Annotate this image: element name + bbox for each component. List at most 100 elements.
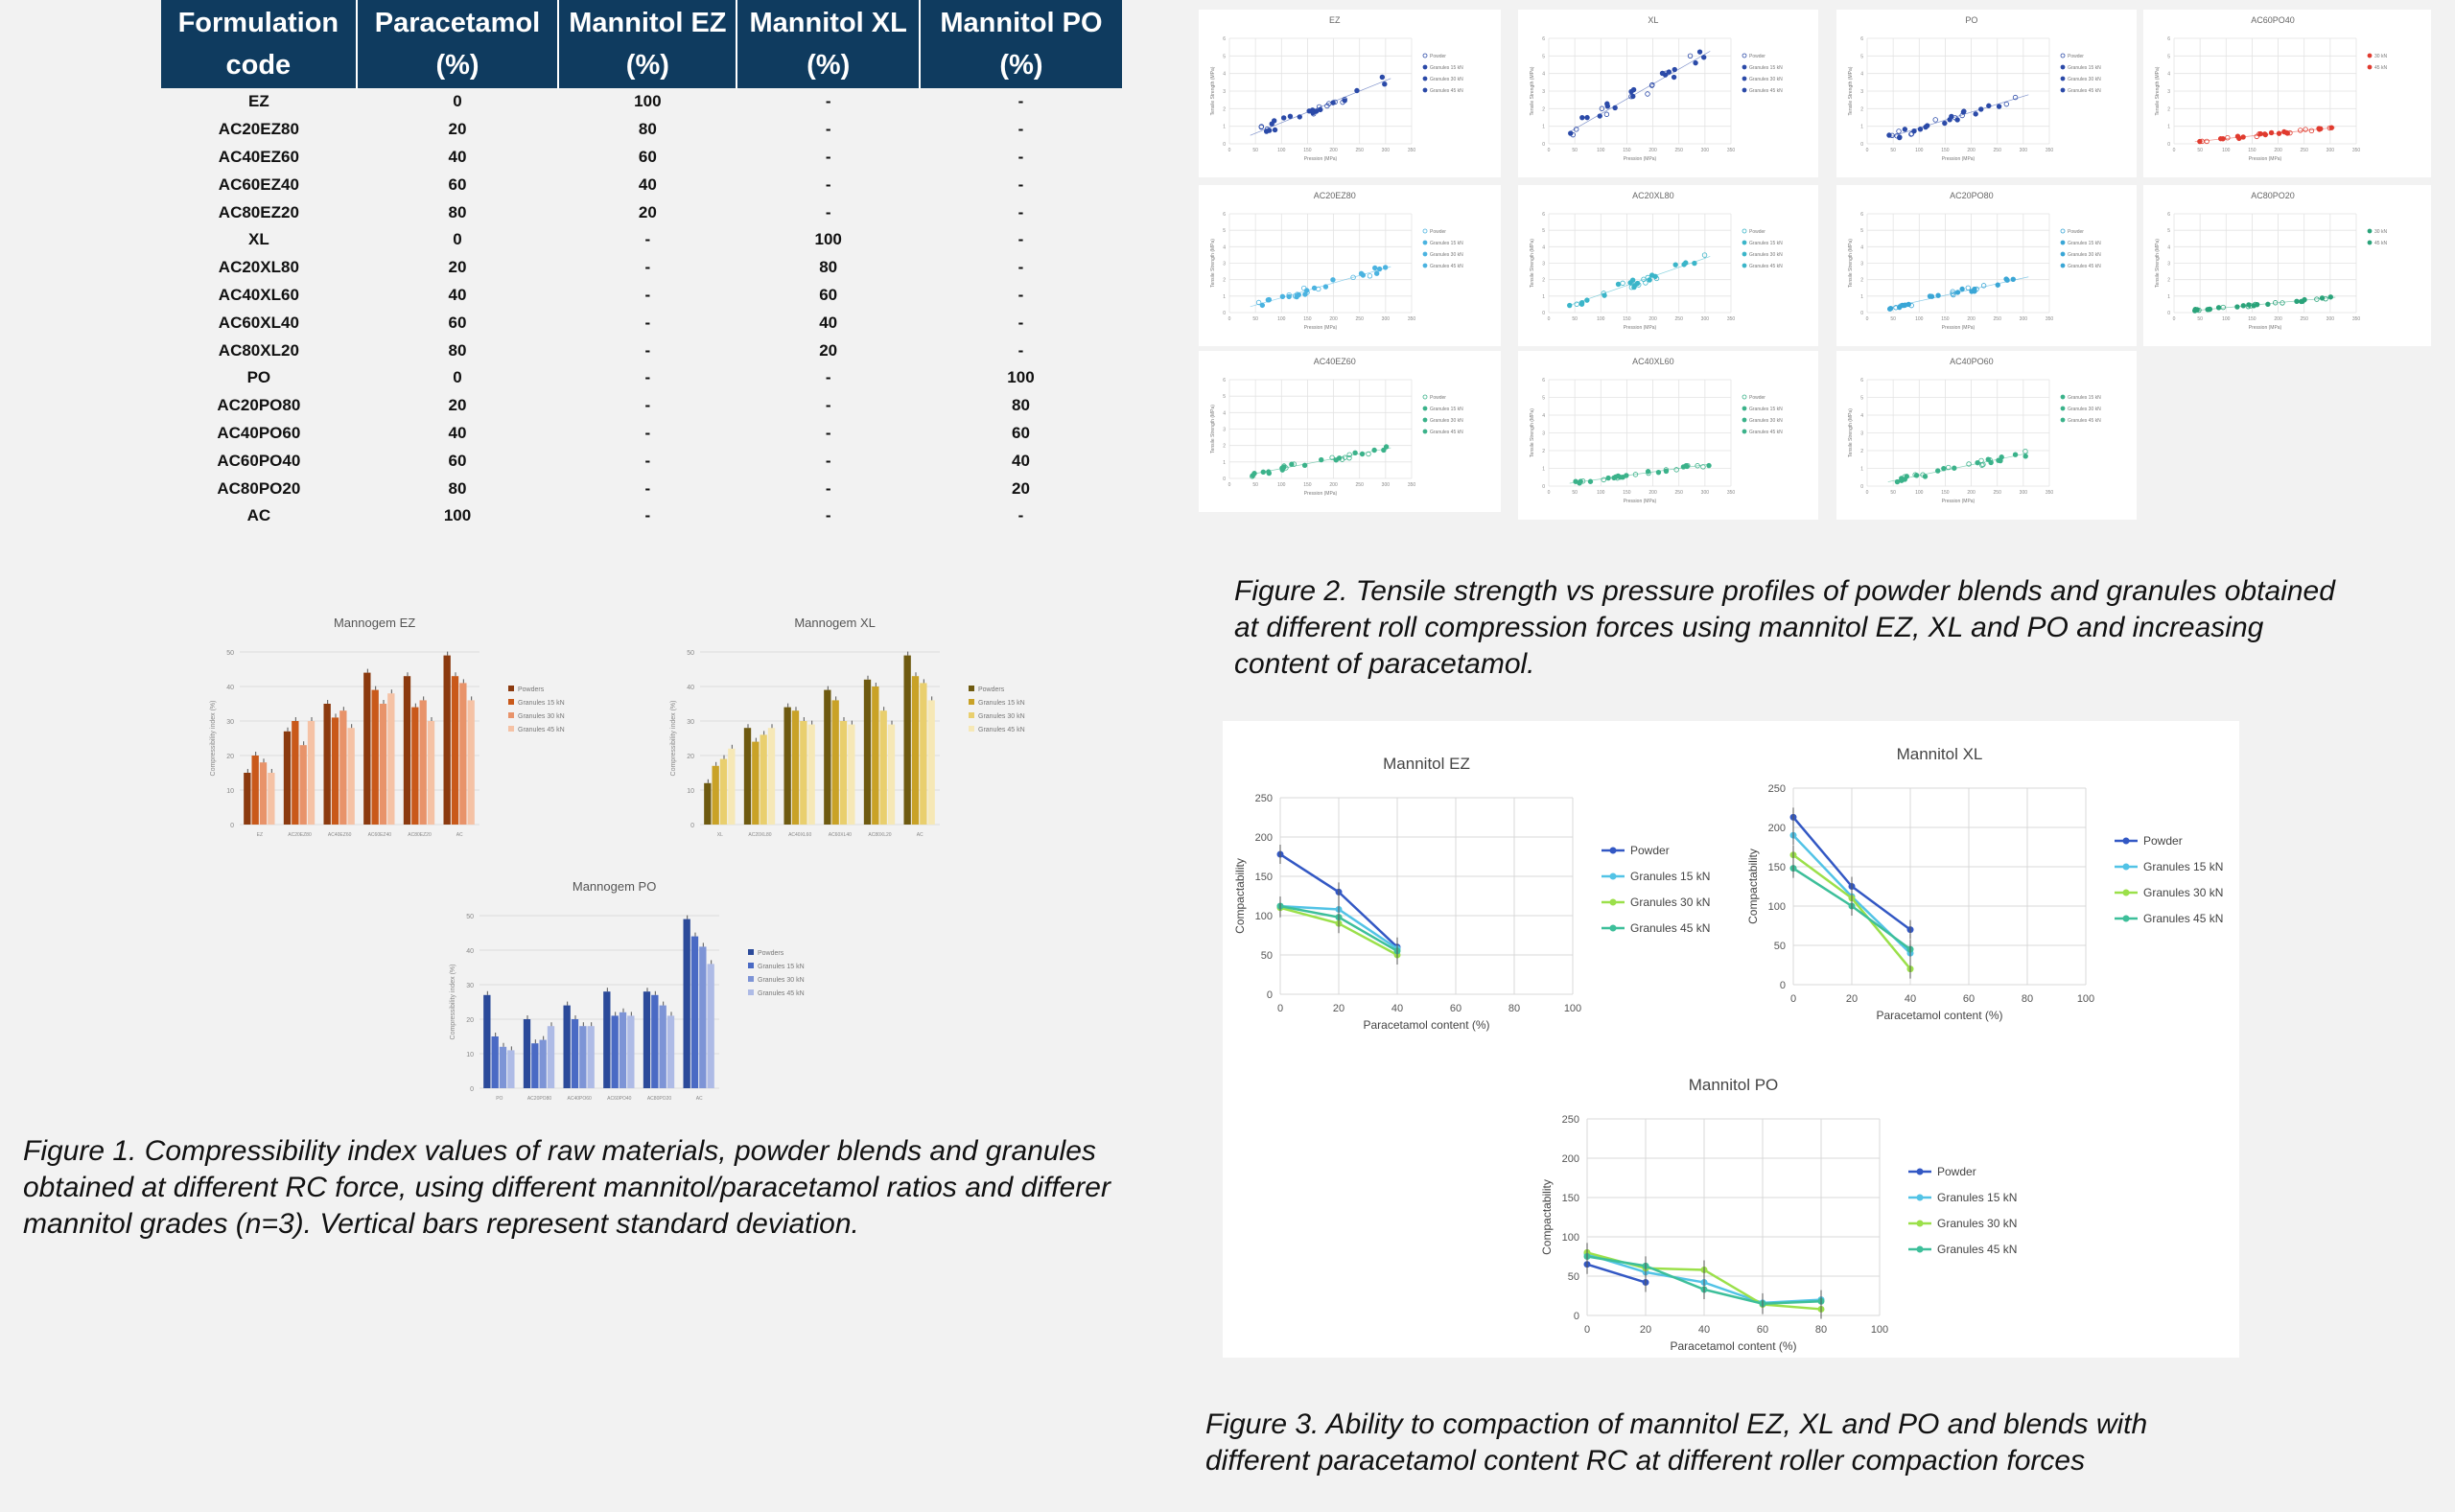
data-point bbox=[1350, 274, 1356, 281]
data-point bbox=[1653, 275, 1660, 282]
x-tick-label: AC40EZ60 bbox=[328, 832, 352, 838]
x-tick-label: 200 bbox=[1648, 148, 1657, 153]
legend-label: Granules 30 kN bbox=[2068, 77, 2101, 82]
legend-label: Granules 30 kN bbox=[758, 977, 805, 984]
x-tick-label: 0 bbox=[1790, 993, 1796, 1005]
table-cell: 80 bbox=[448, 340, 467, 360]
table-row: AC20EZ80 20 80 - - bbox=[161, 116, 1122, 144]
y-tick-label: 2 bbox=[1223, 444, 1226, 450]
data-point bbox=[1371, 447, 1377, 454]
table-cell: 60 bbox=[448, 174, 467, 194]
x-tick-label: 200 bbox=[1967, 148, 1976, 153]
trend-line bbox=[1569, 256, 1711, 306]
y-tick-label: 2 bbox=[2167, 278, 2170, 284]
x-tick-label: EZ bbox=[257, 832, 263, 838]
panel-title: Mannogem PO bbox=[573, 879, 656, 894]
legend-label: Granules 30 kN bbox=[2068, 407, 2101, 412]
data-point bbox=[1603, 111, 1610, 117]
legend-label: Granules 30 kN bbox=[1630, 896, 1710, 909]
panel-title: AC80PO20 bbox=[2251, 191, 2295, 200]
y-tick-label: 150 bbox=[1768, 862, 1786, 873]
legend-marker bbox=[1742, 417, 1747, 423]
y-tick-label: 4 bbox=[2167, 72, 2170, 78]
data-point bbox=[1333, 457, 1339, 463]
data-point bbox=[1647, 277, 1652, 283]
table-cell: - bbox=[1017, 340, 1024, 360]
x-tick-label: AC20EZ80 bbox=[288, 832, 312, 838]
data-point bbox=[1346, 452, 1352, 457]
table-cell: - bbox=[825, 174, 831, 194]
legend-label: Granules 15 kN bbox=[1430, 407, 1463, 412]
legend-label: Granules 45 kN bbox=[1749, 430, 1783, 435]
legend-marker bbox=[2060, 87, 2066, 93]
legend-marker bbox=[1422, 251, 1428, 257]
table-cell: 20 bbox=[448, 258, 467, 277]
legend-marker bbox=[1422, 228, 1428, 234]
legend-marker bbox=[2060, 76, 2066, 81]
x-tick-label: AC60XL40 bbox=[829, 832, 852, 838]
data-point bbox=[1269, 121, 1274, 127]
bar bbox=[292, 721, 299, 825]
legend-marker bbox=[1422, 394, 1428, 400]
legend-label: Granules 15 kN bbox=[1749, 407, 1783, 412]
data-point bbox=[2308, 128, 2315, 134]
legend-label: Granules 15 kN bbox=[1749, 241, 1783, 246]
x-tick-label: 100 bbox=[1597, 316, 1605, 322]
y-tick-label: 150 bbox=[1562, 1193, 1579, 1204]
legend-marker bbox=[2060, 240, 2066, 245]
bar bbox=[800, 721, 807, 825]
legend-marker bbox=[1742, 76, 1747, 81]
x-tick-label: 150 bbox=[2248, 148, 2256, 153]
x-tick-label: 0 bbox=[1866, 316, 1869, 322]
table-cell: - bbox=[825, 147, 831, 166]
x-tick-label: 250 bbox=[1994, 316, 2002, 322]
y-axis-label: Tensile Strength (MPa) bbox=[2155, 239, 2161, 288]
legend-label: Powder bbox=[1749, 395, 1765, 401]
panel-background bbox=[1199, 185, 1501, 346]
x-tick-label: 60 bbox=[1450, 1003, 1461, 1014]
y-tick-label: 50 bbox=[687, 650, 694, 657]
x-tick-label: 200 bbox=[1648, 490, 1657, 496]
y-tick-label: 3 bbox=[1542, 89, 1545, 95]
table-cell: 80 bbox=[819, 258, 838, 277]
table-cell: 100 bbox=[634, 92, 662, 111]
panel-background bbox=[1518, 10, 1818, 177]
y-tick-label: 6 bbox=[1542, 378, 1545, 384]
panel-title: XL bbox=[1648, 15, 1658, 25]
panel-background bbox=[1836, 10, 2137, 177]
legend-marker bbox=[1916, 1194, 1924, 1201]
bar bbox=[467, 700, 475, 825]
y-tick-label: 30 bbox=[687, 719, 694, 726]
table-cell: 100 bbox=[1007, 368, 1035, 387]
legend-label: Granules 45 kN bbox=[2143, 912, 2223, 925]
bar bbox=[571, 1019, 579, 1088]
x-tick-label: 50 bbox=[1252, 482, 1258, 488]
legend-marker bbox=[1742, 53, 1747, 58]
y-tick-label: 3 bbox=[1223, 428, 1226, 433]
data-point bbox=[1672, 262, 1678, 268]
y-tick-label: 2 bbox=[1223, 106, 1226, 112]
table-cell: 20 bbox=[448, 396, 467, 415]
y-tick-label: 6 bbox=[2167, 36, 2170, 42]
y-tick-label: 0 bbox=[1860, 311, 1863, 316]
trend-line bbox=[1569, 463, 1711, 484]
bar bbox=[387, 693, 395, 825]
bar bbox=[848, 724, 855, 825]
trend-line bbox=[2194, 127, 2336, 143]
legend-swatch bbox=[508, 686, 514, 691]
legend-label: Granules 30 kN bbox=[1937, 1217, 2017, 1230]
y-tick-label: 0 bbox=[1780, 980, 1786, 991]
y-axis-label: Tensile Strength (MPa) bbox=[1210, 66, 1216, 115]
x-tick-label: 150 bbox=[1303, 148, 1312, 153]
data-point bbox=[1966, 461, 1972, 467]
x-tick-label: 50 bbox=[1890, 148, 1896, 153]
y-tick-label: 40 bbox=[466, 948, 474, 955]
x-tick-label: AC60PO40 bbox=[607, 1096, 632, 1102]
y-axis-label: Compactability bbox=[1233, 858, 1247, 934]
data-point bbox=[1696, 49, 1703, 55]
bar bbox=[712, 765, 719, 825]
x-tick-label: 0 bbox=[1548, 316, 1551, 322]
y-tick-label: 0 bbox=[1542, 142, 1545, 148]
table-cell: - bbox=[644, 368, 651, 387]
x-tick-label: 150 bbox=[1941, 316, 1950, 322]
